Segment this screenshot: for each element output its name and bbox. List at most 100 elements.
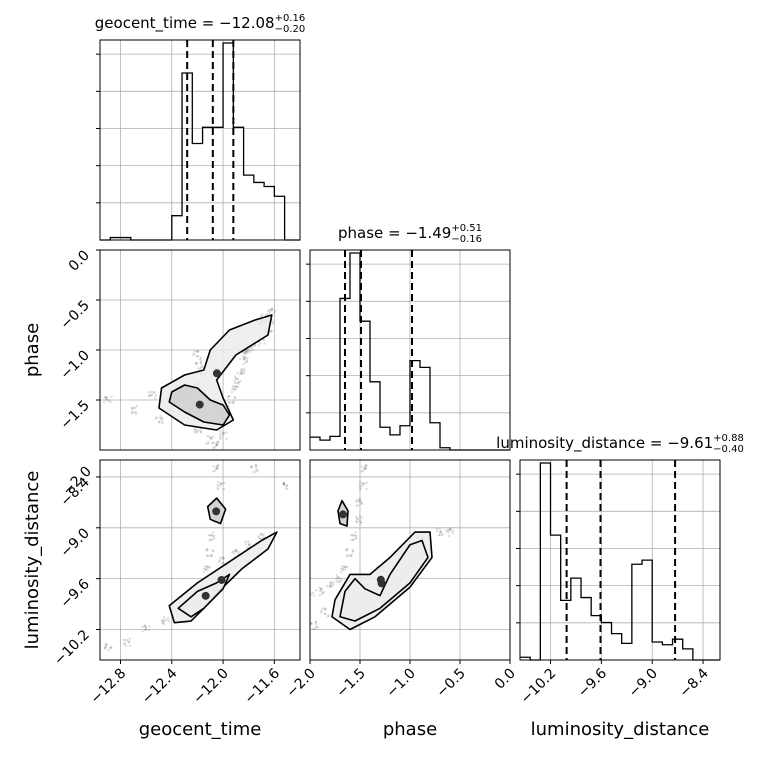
sample-point <box>346 548 349 551</box>
sample-point <box>337 580 340 584</box>
sample-point <box>346 554 350 558</box>
sample-point <box>329 581 332 584</box>
title-main: geocent_time = −12.08 <box>95 14 275 33</box>
sample-point <box>211 441 214 445</box>
sample-point <box>286 487 289 491</box>
sample-point <box>222 557 226 560</box>
sample-point <box>262 533 265 536</box>
sample-point <box>233 395 236 399</box>
title-lower: −0.40 <box>713 444 744 455</box>
sample-point <box>323 612 326 616</box>
xtick-label-geocent_time: −12.8 <box>88 666 130 708</box>
sample-point <box>241 351 245 354</box>
sample-point <box>359 480 362 484</box>
sample-point <box>336 576 340 579</box>
sample-point <box>212 441 215 445</box>
sample-point <box>245 360 248 363</box>
sample-point <box>363 467 366 470</box>
sample-point <box>219 430 222 433</box>
sample-point <box>449 528 452 531</box>
title-upper: +0.16 <box>275 13 306 24</box>
sample-point <box>152 390 155 394</box>
sample-point <box>440 534 444 537</box>
sample-point <box>349 554 352 558</box>
sample-point <box>306 595 308 597</box>
sample-point <box>105 643 108 647</box>
sample-point <box>359 500 363 503</box>
sample-point <box>335 580 338 583</box>
sample-point <box>235 377 238 381</box>
sample-point <box>244 361 247 364</box>
sample-point <box>206 548 209 551</box>
sample-point <box>148 625 151 628</box>
sample-point <box>242 368 246 371</box>
sample-point <box>360 465 364 468</box>
histogram-luminosity_distance <box>520 462 720 661</box>
sample-point <box>195 349 199 353</box>
sample-point <box>199 367 202 370</box>
sample-point <box>199 360 203 363</box>
ytick-label-luminosity: −10.2 <box>51 627 93 669</box>
sample-point <box>194 362 198 365</box>
sample-point <box>354 534 357 538</box>
sample-point <box>319 611 323 614</box>
sample-point <box>233 375 237 378</box>
sample-point <box>131 406 134 410</box>
ylabel-phase: phase <box>22 323 43 377</box>
sample-point <box>128 640 131 643</box>
xlabel-phase: phase <box>383 719 437 740</box>
density-peak <box>212 507 221 516</box>
sample-point <box>360 470 363 473</box>
sample-point <box>233 381 237 385</box>
sample-point <box>361 484 364 488</box>
xtick-label-phase: −0.5 <box>433 666 468 701</box>
sample-point <box>323 608 327 611</box>
sample-point <box>438 533 441 537</box>
sample-point <box>234 385 238 388</box>
sample-point <box>107 648 110 652</box>
sample-point <box>215 443 218 447</box>
sample-point <box>199 360 202 364</box>
sample-point <box>147 391 151 394</box>
sample-point <box>130 412 134 415</box>
sample-point <box>282 483 286 486</box>
sample-point <box>324 612 327 616</box>
sample-point <box>234 388 237 391</box>
sample-point <box>199 356 203 360</box>
sample-point <box>343 565 346 569</box>
sample-point <box>227 394 230 398</box>
hist-frame-luminosity_distance <box>519 459 721 661</box>
sample-point <box>248 542 251 546</box>
sample-point <box>250 465 254 469</box>
hist-grid-phase <box>306 250 510 450</box>
sample-point <box>331 581 335 584</box>
xtick-label-phase: −1.0 <box>383 666 418 701</box>
sample-point <box>336 575 339 579</box>
sample-point <box>447 534 450 538</box>
sample-point <box>262 338 265 342</box>
sample-point <box>435 527 438 531</box>
sample-point <box>207 533 211 537</box>
sample-point <box>237 382 240 385</box>
sample-point <box>321 591 325 595</box>
sample-point <box>329 584 333 587</box>
sample-point <box>215 467 218 470</box>
sample-point <box>200 365 203 368</box>
sample-point <box>232 384 235 388</box>
sample-point <box>243 356 247 359</box>
sample-point <box>161 621 165 624</box>
sample-point <box>260 533 263 536</box>
sample-point <box>104 396 107 399</box>
sample-point <box>209 554 212 558</box>
sample-point <box>212 465 215 468</box>
sample-point <box>239 372 242 375</box>
hist-title-phase: phase = −1.49+0.51 −0.16 <box>338 223 482 245</box>
sample-point <box>253 344 256 347</box>
sample-point <box>242 362 245 366</box>
density-peak <box>195 400 204 409</box>
sample-point <box>221 561 224 565</box>
xtick-label-luminosity_distance: −8.4 <box>677 665 712 700</box>
sample-point <box>205 442 208 446</box>
sample-point <box>215 441 218 445</box>
